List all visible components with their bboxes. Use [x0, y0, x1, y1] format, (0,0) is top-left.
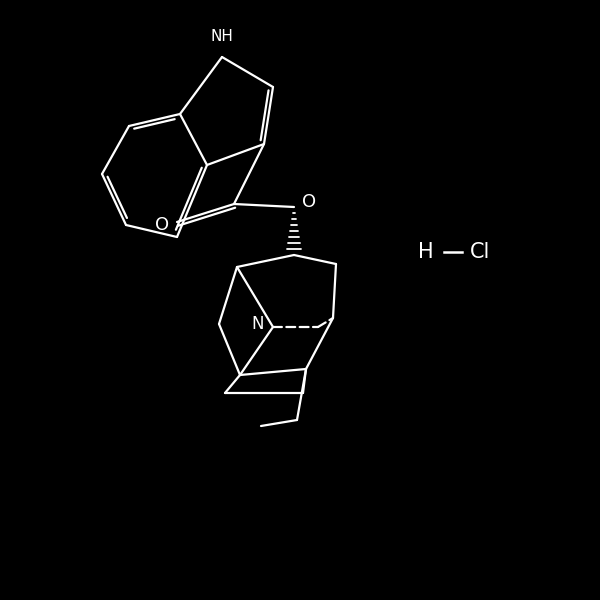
Text: NH: NH — [211, 29, 233, 44]
Text: N: N — [252, 315, 264, 333]
Text: H: H — [418, 242, 434, 262]
Text: Cl: Cl — [470, 242, 490, 262]
Text: O: O — [155, 216, 169, 234]
Text: O: O — [302, 193, 316, 211]
